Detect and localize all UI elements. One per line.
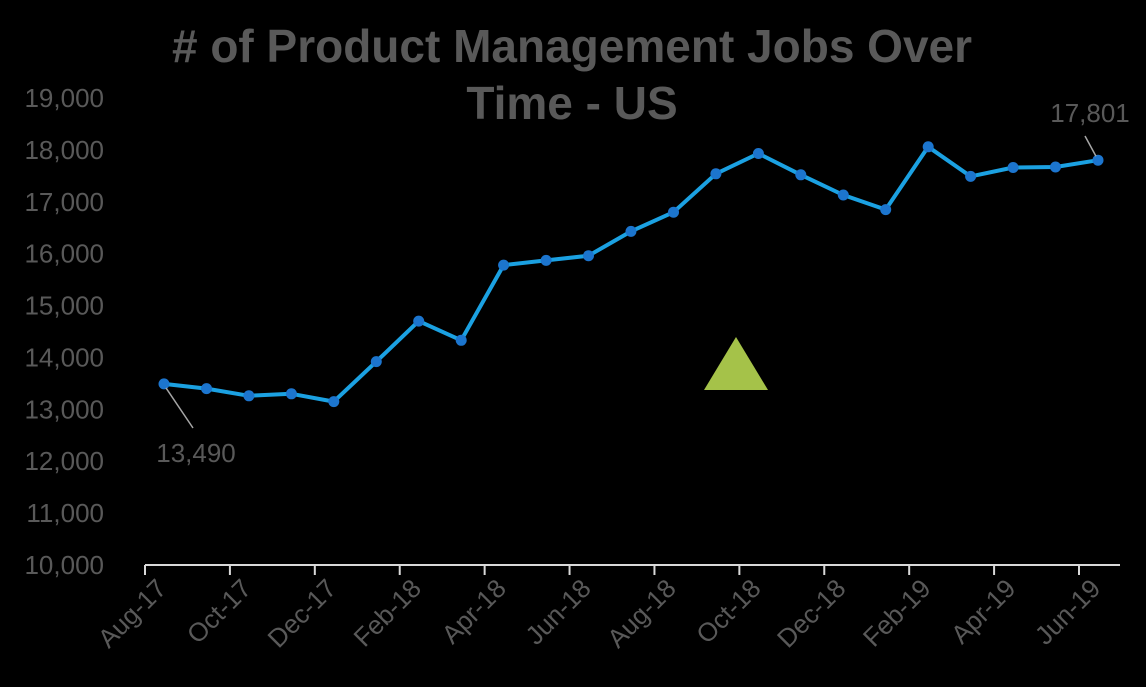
data-point	[880, 204, 892, 216]
x-tick-label: Jun-19	[1029, 573, 1106, 650]
y-tick-label: 15,000	[24, 291, 104, 321]
x-tick-label: Apr-18	[435, 573, 511, 649]
data-point	[285, 388, 297, 400]
data-point	[583, 250, 594, 262]
y-tick-label: 19,000	[24, 83, 104, 113]
data-point	[158, 378, 170, 390]
data-point	[1092, 154, 1104, 166]
y-tick-label: 12,000	[24, 446, 104, 476]
x-tick-label: Oct-18	[690, 573, 766, 649]
x-tick-label: Dec-18	[771, 573, 851, 653]
data-point	[710, 168, 722, 180]
x-tick-label: Aug-18	[601, 573, 681, 653]
data-labels: 13,490 17,801	[156, 98, 1130, 468]
data-label-leader	[1084, 135, 1097, 157]
data-point	[922, 141, 934, 153]
data-label: 17,801	[1050, 98, 1130, 128]
x-axis: Aug-17 Oct-17 Dec-17 Feb-18 Apr-18 Jun-18 Aug-…	[92, 564, 1120, 654]
data-point	[965, 170, 977, 182]
data-point	[752, 148, 764, 159]
y-tick-label: 13,000	[24, 394, 104, 424]
y-axis: 10,000 11,000 12,000 13,000 14,000 15,000 16,0…	[24, 83, 104, 580]
plot-area	[158, 141, 1104, 408]
chart-title-line-1: # of Product Management Jobs Over	[172, 20, 972, 72]
green-triangle-marker	[704, 337, 768, 390]
data-point	[540, 254, 552, 266]
data-point	[668, 206, 679, 218]
data-point	[455, 334, 467, 346]
chart-title-line-2: Time - US	[466, 77, 677, 129]
y-tick-label: 16,000	[24, 239, 104, 269]
x-tick-label: Aug-17	[92, 573, 172, 653]
data-point	[1050, 161, 1061, 173]
data-point	[328, 396, 340, 408]
y-tick-label: 18,000	[24, 135, 104, 165]
data-point	[795, 169, 807, 181]
data-point	[201, 383, 212, 395]
data-point	[837, 189, 849, 201]
chart-title: # of Product Management Jobs Over Time -…	[172, 20, 972, 129]
x-tick-label: Oct-17	[181, 573, 257, 649]
x-tick-label: Feb-19	[857, 573, 936, 652]
data-point	[370, 356, 382, 368]
annotation-layer	[704, 337, 768, 390]
data-point	[625, 225, 637, 237]
y-tick-label: 17,000	[24, 187, 104, 217]
x-tick-label: Dec-17	[262, 573, 342, 653]
data-point	[498, 259, 510, 271]
data-label: 13,490	[156, 438, 236, 468]
y-tick-label: 14,000	[24, 342, 104, 372]
data-point	[1007, 162, 1019, 173]
x-tick-label: Feb-18	[347, 573, 426, 652]
x-tick-label: Jun-18	[519, 573, 596, 650]
data-point	[243, 390, 255, 402]
data-point	[413, 315, 425, 327]
y-tick-label: 11,000	[26, 498, 104, 528]
series-line	[163, 144, 1099, 404]
data-label-leader	[165, 387, 194, 429]
y-tick-label: 10,000	[24, 550, 104, 580]
x-tick-label: Apr-19	[945, 573, 1021, 649]
